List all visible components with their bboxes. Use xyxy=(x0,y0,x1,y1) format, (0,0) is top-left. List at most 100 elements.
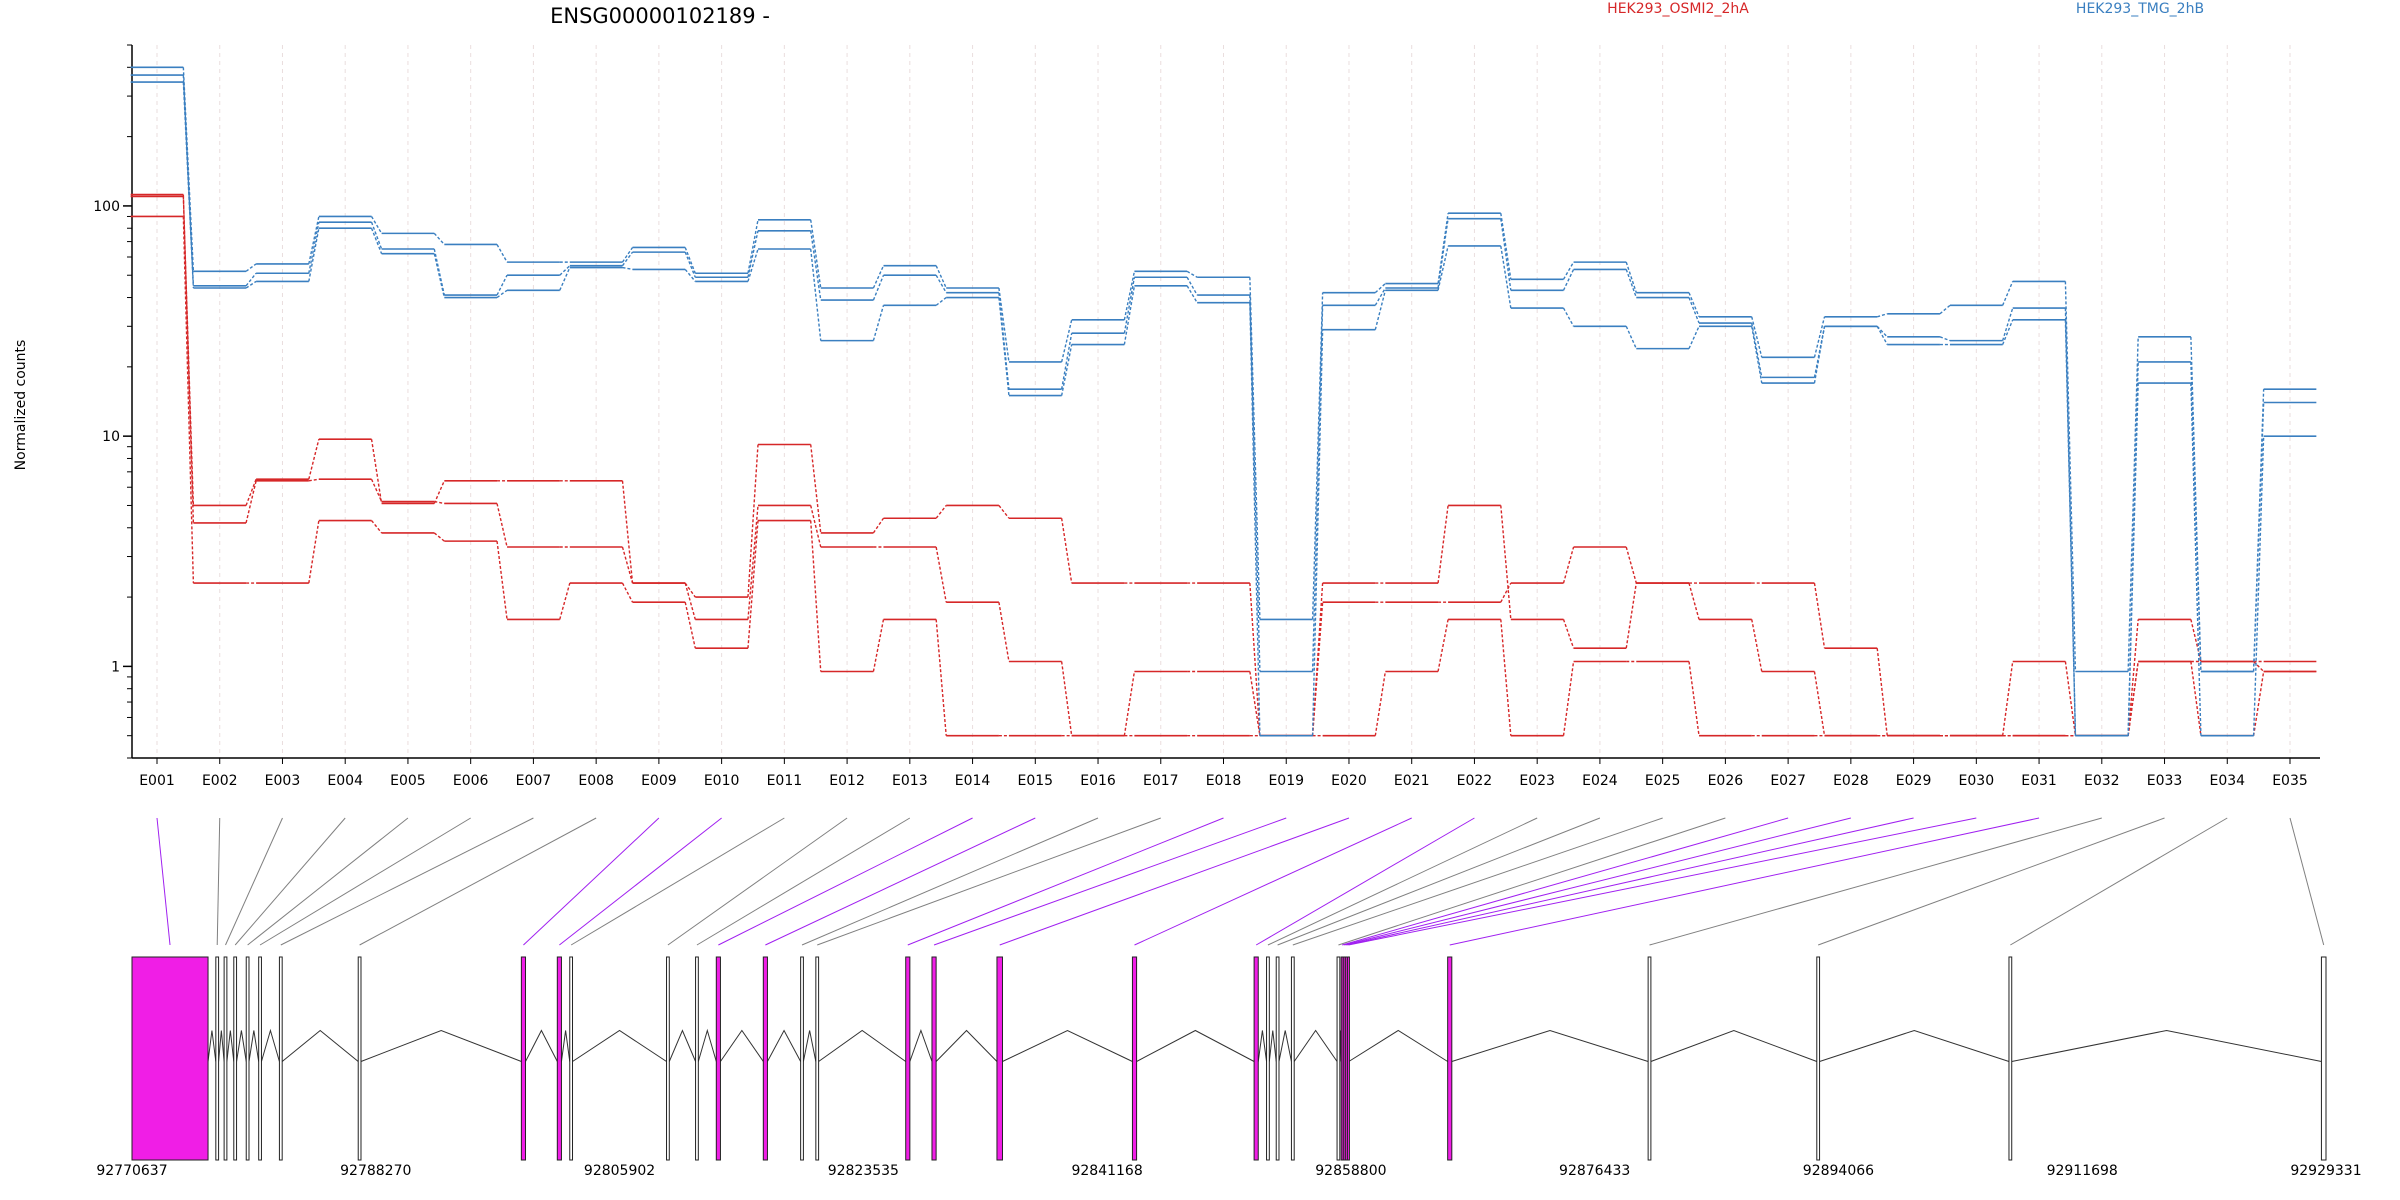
x-tick-label-E006: E006 xyxy=(453,773,489,789)
connector-E023 xyxy=(1267,817,1538,946)
exon-box-E021 xyxy=(1131,956,1138,1161)
series-segment xyxy=(1500,245,1512,309)
series-segment xyxy=(433,253,446,298)
intron-line xyxy=(207,1030,217,1062)
x-tick-label-E028: E028 xyxy=(1833,773,1869,789)
x-tick-label-E018: E018 xyxy=(1206,773,1242,789)
series-segment xyxy=(370,216,383,234)
exon-box-E001 xyxy=(131,956,209,1161)
exon-box-E025 xyxy=(1290,956,1295,1161)
connector-E035 xyxy=(2289,817,2325,946)
series-segment xyxy=(2127,336,2139,672)
intron-line xyxy=(248,1030,260,1062)
series-segment xyxy=(182,75,195,286)
series-segment xyxy=(1311,305,1324,672)
chart-title: ENSG00000102189 - xyxy=(550,4,770,28)
series-segment xyxy=(1374,283,1386,294)
series-segment xyxy=(872,265,885,289)
series-segment xyxy=(1813,671,1826,736)
series-segment xyxy=(747,505,759,620)
genomic-position-label: 92894066 xyxy=(1803,1163,1874,1179)
intron-line xyxy=(909,1029,933,1062)
exon-box-E014 xyxy=(715,956,721,1161)
series-segment xyxy=(1374,290,1387,330)
connector-E027 xyxy=(1342,817,1789,946)
series-segment xyxy=(935,274,947,294)
legend-entry-tmg: HEK293_TMG_2hB xyxy=(2076,1,2204,17)
series-segment xyxy=(2127,619,2139,736)
exon-box-E026 xyxy=(1336,956,1341,1161)
connector-E019 xyxy=(933,817,1287,946)
series-segment xyxy=(1437,218,1449,289)
series-segment xyxy=(1688,297,1700,324)
connector-E015 xyxy=(765,817,1036,946)
connector-E006 xyxy=(259,817,471,946)
exon-box-E004 xyxy=(233,956,238,1161)
series-segment xyxy=(2190,619,2202,662)
series-segment xyxy=(1060,518,1073,584)
connector-E009 xyxy=(523,817,660,946)
connector-E004 xyxy=(234,817,346,946)
series-segment xyxy=(559,265,571,276)
exon-box-E005 xyxy=(245,956,250,1161)
exon-box-E033 xyxy=(1816,956,1821,1161)
connector-E025 xyxy=(1292,817,1663,946)
exon-box-E024 xyxy=(1275,956,1280,1161)
series-segment xyxy=(496,289,508,299)
series-segment xyxy=(308,439,320,480)
intron-line xyxy=(818,1029,906,1062)
genomic-position-label: 92841168 xyxy=(1071,1163,1142,1179)
x-tick-label-E004: E004 xyxy=(327,773,363,789)
series-segment xyxy=(810,444,822,533)
series-segment xyxy=(559,267,571,291)
connector-E032 xyxy=(1649,817,2102,946)
genomic-position-label: 92911698 xyxy=(2047,1163,2118,1179)
series-segment xyxy=(1123,671,1136,736)
series-segment xyxy=(2253,661,2265,673)
series-segment xyxy=(1123,277,1136,334)
connector-E031 xyxy=(1449,817,2040,946)
series-segment xyxy=(2190,661,2202,736)
y-axis: 1 10 100 xyxy=(93,44,133,759)
genomic-position-label: 92805902 xyxy=(584,1163,655,1179)
series-segment xyxy=(1562,619,1575,649)
series-segment xyxy=(1562,546,1575,584)
series-segment xyxy=(872,619,885,672)
series-segment xyxy=(684,247,696,274)
connector-E016 xyxy=(801,817,1099,946)
exon-box-E015 xyxy=(762,956,768,1161)
series-segment xyxy=(2252,402,2265,672)
series-segment xyxy=(245,272,257,287)
series-segment xyxy=(1751,316,1763,358)
exon-box-E019 xyxy=(931,956,937,1161)
series-segment xyxy=(1688,661,1700,736)
series-segment xyxy=(747,248,759,282)
series-segment xyxy=(1186,285,1198,304)
series-segment xyxy=(1123,271,1136,320)
series-segment xyxy=(1562,269,1575,291)
series-segment xyxy=(621,480,634,584)
series-segment xyxy=(2190,383,2202,736)
series-segment xyxy=(1437,505,1449,584)
series-segment xyxy=(998,297,1010,396)
connector-E005 xyxy=(247,817,409,946)
genomic-coordinate-axis: 92770637 92788270 92805902 92823535 92841168… xyxy=(96,1163,2361,1179)
series-segment xyxy=(308,222,320,274)
intron-line xyxy=(281,1029,359,1062)
connector-E013 xyxy=(696,817,911,946)
x-tick-label-E015: E015 xyxy=(1018,773,1054,789)
series-segment xyxy=(308,228,320,282)
series-segment xyxy=(496,541,508,620)
series-segment xyxy=(1813,316,1826,358)
exon-box-E018 xyxy=(905,956,911,1161)
x-tick-label-E023: E023 xyxy=(1519,773,1555,789)
series-segment xyxy=(935,296,947,306)
exon-box-E013 xyxy=(695,956,699,1161)
series-segment xyxy=(2002,307,2014,341)
series-segment xyxy=(621,546,634,584)
series-segment xyxy=(496,274,508,296)
y-tick-label: 100 xyxy=(93,199,120,215)
connector-E018 xyxy=(907,817,1224,946)
series-segment xyxy=(1249,583,1261,736)
connector-E003 xyxy=(225,817,283,946)
